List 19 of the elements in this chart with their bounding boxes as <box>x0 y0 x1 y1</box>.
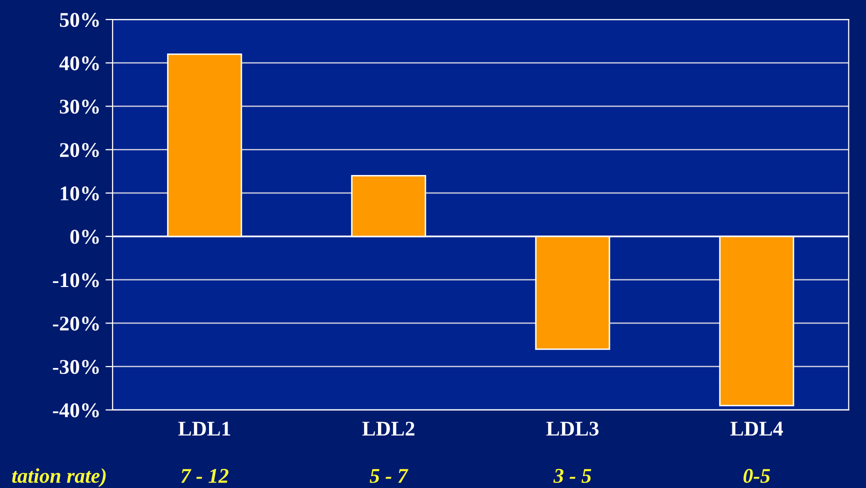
y-tick-label: 20% <box>60 143 99 158</box>
y-tick-label: -40% <box>52 403 99 418</box>
y-tick-label: 30% <box>60 100 99 114</box>
y-tick-label: -10% <box>52 273 99 288</box>
y-tick-label: -20% <box>52 316 99 331</box>
y-tick-label: 40% <box>59 56 99 70</box>
y-tick-label: 0% <box>70 230 99 244</box>
x-tick-label: LDL3 <box>546 422 599 436</box>
text: tation rate) <box>12 468 106 488</box>
x-tick-label: LDL2 <box>362 422 414 436</box>
text: 5 - 7 <box>370 469 408 483</box>
y-tick-label: 10% <box>60 186 99 201</box>
y-tick-label: 50% <box>60 12 99 28</box>
y-tick-label: -30% <box>52 360 99 374</box>
text: 7 - 12 <box>181 468 228 483</box>
x-tick-label: LDL1 <box>178 422 230 436</box>
text: 0-5 <box>744 468 770 483</box>
x-tick-label: LDL4 <box>730 422 783 436</box>
text: 3 - 5 <box>553 468 592 483</box>
